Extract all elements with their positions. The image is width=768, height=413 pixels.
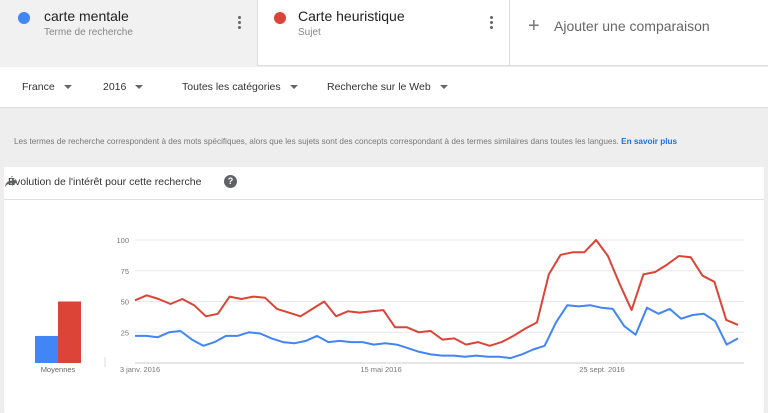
term-2-color-dot — [274, 12, 286, 24]
term-2-type: Sujet — [298, 27, 321, 38]
chart-grid: 100 75 50 25 — [116, 236, 744, 364]
filters-bar: France 2016 Toutes les catégories Recher… — [0, 67, 768, 108]
add-comparison-button[interactable]: + Ajouter une comparaison — [528, 16, 710, 36]
averages-label: Moyennes — [41, 365, 76, 374]
country-value: France — [22, 81, 55, 93]
series-line-1 — [135, 304, 739, 360]
info-message: Les termes de recherche correspondent à … — [14, 137, 619, 146]
y-tick-label: 75 — [121, 267, 129, 276]
search-type-value: Recherche sur le Web — [327, 81, 431, 93]
x-tick-label: 15 mai 2016 — [360, 365, 401, 374]
x-axis-labels: 3 janv. 2016 15 mai 2016 25 sept. 2016 — [120, 365, 625, 374]
caret-down-icon — [135, 85, 144, 89]
term-2-more-icon[interactable] — [487, 16, 495, 32]
term-1-more-icon[interactable] — [235, 16, 243, 32]
category-value: Toutes les catégories — [182, 81, 281, 93]
comparison-bar: carte mentale Terme de recherche Carte h… — [0, 0, 768, 66]
x-tick-label: 25 sept. 2016 — [579, 365, 624, 374]
term-1-type: Terme de recherche — [44, 27, 133, 38]
caret-down-icon — [289, 85, 298, 89]
chart-lines — [134, 239, 739, 360]
period-dropdown[interactable]: 2016 — [103, 81, 144, 93]
x-tick-label: 3 janv. 2016 — [120, 365, 160, 374]
term-card-2[interactable]: Carte heuristique Sujet — [258, 0, 510, 66]
average-bar-2 — [58, 301, 81, 363]
period-value: 2016 — [103, 81, 127, 93]
trend-chart: Moyennes 100 75 50 25 3 janv. 2016 15 mai 20… — [35, 236, 744, 374]
term-card-1[interactable]: carte mentale Terme de recherche — [0, 0, 258, 66]
country-dropdown[interactable]: France — [22, 81, 72, 93]
y-tick-label: 25 — [121, 328, 129, 337]
caret-down-icon — [439, 85, 448, 89]
info-text: Les termes de recherche correspondent à … — [14, 137, 677, 146]
help-icon[interactable]: ? — [224, 175, 237, 188]
category-dropdown[interactable]: Toutes les catégories — [182, 81, 298, 93]
plus-icon: + — [528, 15, 540, 37]
search-type-dropdown[interactable]: Recherche sur le Web — [327, 81, 448, 93]
term-1-name: carte mentale — [44, 8, 129, 24]
share-icon[interactable] — [4, 175, 18, 189]
caret-down-icon — [63, 85, 72, 89]
y-tick-label: 100 — [116, 236, 129, 245]
y-tick-label: 50 — [121, 298, 129, 307]
add-comparison-label: Ajouter une comparaison — [554, 18, 710, 34]
add-comparison-card: + Ajouter une comparaison — [510, 0, 768, 66]
term-1-color-dot — [18, 12, 30, 24]
average-bar-1 — [35, 335, 58, 363]
learn-more-link[interactable]: En savoir plus — [621, 137, 678, 146]
card-divider — [4, 199, 764, 200]
card-title: Évolution de l'intérêt pour cette recher… — [8, 176, 202, 188]
averages-chart: Moyennes — [35, 301, 106, 374]
term-2-name: Carte heuristique — [298, 8, 405, 24]
interest-over-time-card: Évolution de l'intérêt pour cette recher… — [4, 167, 764, 413]
series-line-2 — [134, 239, 739, 347]
